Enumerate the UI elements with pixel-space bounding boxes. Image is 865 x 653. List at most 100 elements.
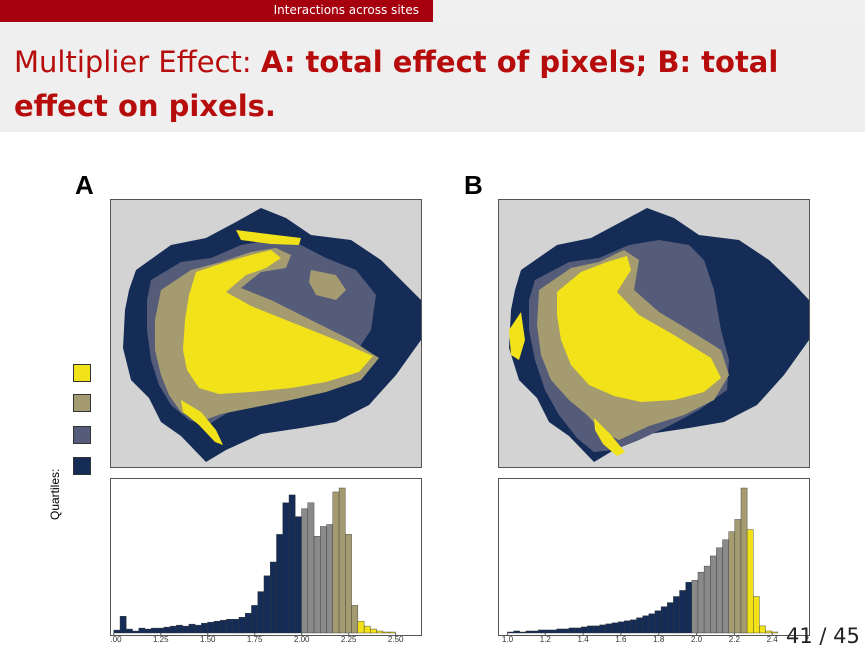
hist-b-bar	[519, 631, 527, 634]
hist-b-bar	[771, 631, 779, 634]
hist-a-bar	[270, 561, 277, 634]
section-navigation-tab[interactable]: Interactions across sites	[0, 0, 433, 22]
hist-a-bar	[151, 627, 158, 634]
hist-b-tick-label: 1.2	[540, 635, 552, 644]
hist-a-bar	[295, 516, 302, 634]
hist-b-bar	[611, 622, 619, 634]
hist-a-bar	[257, 591, 265, 634]
hist-a-bar	[163, 626, 171, 634]
hist-a-bar	[132, 630, 139, 634]
hist-a-bar	[126, 628, 133, 634]
legend-swatch-q2	[73, 426, 91, 444]
hist-a-tick-label: 1.75	[247, 635, 263, 644]
hist-b-bar	[667, 602, 674, 634]
hist-a-bar	[138, 627, 146, 634]
map-panel-a	[110, 199, 422, 468]
hist-a-bar	[201, 622, 208, 634]
hist-b-bar	[525, 630, 533, 634]
legend-quartiles-label: Quartiles:	[48, 468, 62, 520]
hist-a-bar	[351, 605, 359, 634]
hist-a-bar	[388, 631, 396, 634]
hist-b-tick-label: 1.8	[653, 635, 665, 644]
hist-b-bar	[697, 571, 705, 634]
frame-title-bold: A: total effect of pixels; B: total effe…	[14, 45, 779, 123]
hist-a-tick-label: 2.25	[341, 635, 357, 644]
hist-a-bar	[276, 534, 283, 634]
panel-label-b: B	[464, 170, 483, 200]
hist-b-bar	[759, 625, 766, 634]
hist-b-bar	[710, 555, 717, 634]
hist-b-bar	[654, 610, 662, 634]
hist-a-tick-label: 2.50	[388, 635, 404, 644]
hist-a-bar	[207, 621, 215, 634]
frame-title: Multiplier Effect: A: total effect of pi…	[14, 40, 844, 128]
hist-b-bar	[562, 628, 570, 634]
hist-b-bar	[734, 519, 742, 634]
hist-b-bar	[753, 596, 760, 634]
hist-b-bar	[636, 617, 643, 634]
hist-b-tick-label: 2.2	[729, 635, 741, 644]
hist-b-bar	[722, 539, 729, 634]
hist-b-bar	[587, 625, 594, 634]
histogram-a: 1.00 1.25 1.50 1.75 2.00 2.25 2.50	[110, 487, 404, 644]
hist-a-tick-label: 2.00	[294, 635, 310, 644]
hist-b-bar	[630, 619, 637, 634]
hist-a-bar	[251, 605, 258, 634]
map-image-b	[499, 200, 809, 467]
hist-b-tick-label: 2.6	[804, 635, 810, 644]
hist-b-bar	[685, 582, 693, 634]
hist-a-bar	[144, 628, 152, 634]
histogram-b: 1.0 1.2 1.4 1.6 1.8 2.0 2.2 2.4 2.6	[502, 487, 810, 644]
hist-b-bar	[716, 547, 723, 634]
hist-a-bar	[169, 625, 177, 634]
panel-label-a: A	[75, 170, 94, 200]
hist-b-bar	[673, 596, 680, 634]
hist-a-bar	[232, 618, 240, 634]
hist-a-bar	[263, 575, 271, 634]
hist-b-bar	[740, 487, 748, 634]
hist-a-bar	[288, 494, 296, 634]
hist-b-bar	[679, 590, 686, 634]
hist-b-bar	[531, 630, 539, 634]
hist-a-bar	[119, 616, 127, 634]
hist-b-bar	[642, 615, 649, 634]
hist-b-bar	[648, 613, 656, 634]
hist-a-bar	[188, 623, 196, 634]
hist-b-bar	[593, 625, 600, 634]
hist-a-tick-label: 1.00	[110, 635, 122, 644]
map-panel-b	[498, 199, 810, 468]
hist-a-bar	[332, 491, 340, 634]
hist-b-bar	[703, 565, 711, 634]
page-number: 41 / 45	[786, 624, 860, 648]
headline-bar: Interactions across sites	[0, 0, 865, 22]
hist-a-bar	[244, 613, 252, 634]
hist-a-bar	[301, 508, 308, 634]
hist-a-bar	[363, 625, 371, 634]
hist-b-bar	[691, 580, 699, 634]
hist-b-bar	[544, 629, 551, 634]
hist-a-tick-label: 1.50	[200, 635, 216, 644]
hist-a-bar	[219, 619, 227, 634]
hist-b-bar	[507, 631, 514, 634]
hist-a-bar	[282, 502, 290, 634]
hist-a-bar	[370, 628, 377, 634]
hist-b-tick-label: 2.4	[767, 635, 779, 644]
hist-a-bar	[182, 625, 190, 634]
map-image-a	[111, 200, 421, 467]
hist-b-bar	[513, 630, 520, 634]
hist-b-bar	[568, 627, 576, 634]
hist-b-bar	[574, 627, 582, 634]
hist-b-bar	[550, 629, 557, 634]
hist-a-bar	[376, 630, 384, 634]
hist-a-bar	[338, 487, 346, 634]
hist-b-bar	[624, 620, 631, 634]
hist-b-bar	[617, 621, 625, 634]
hist-b-tick-label: 2.0	[691, 635, 703, 644]
legend-swatch-q3	[73, 394, 91, 412]
frame-title-bar	[0, 22, 865, 132]
hist-a-bar	[238, 617, 246, 634]
hist-a-bar	[226, 618, 233, 634]
hist-a-bar	[113, 629, 121, 634]
hist-b-bar	[746, 529, 754, 634]
hist-a-bar	[307, 502, 315, 634]
